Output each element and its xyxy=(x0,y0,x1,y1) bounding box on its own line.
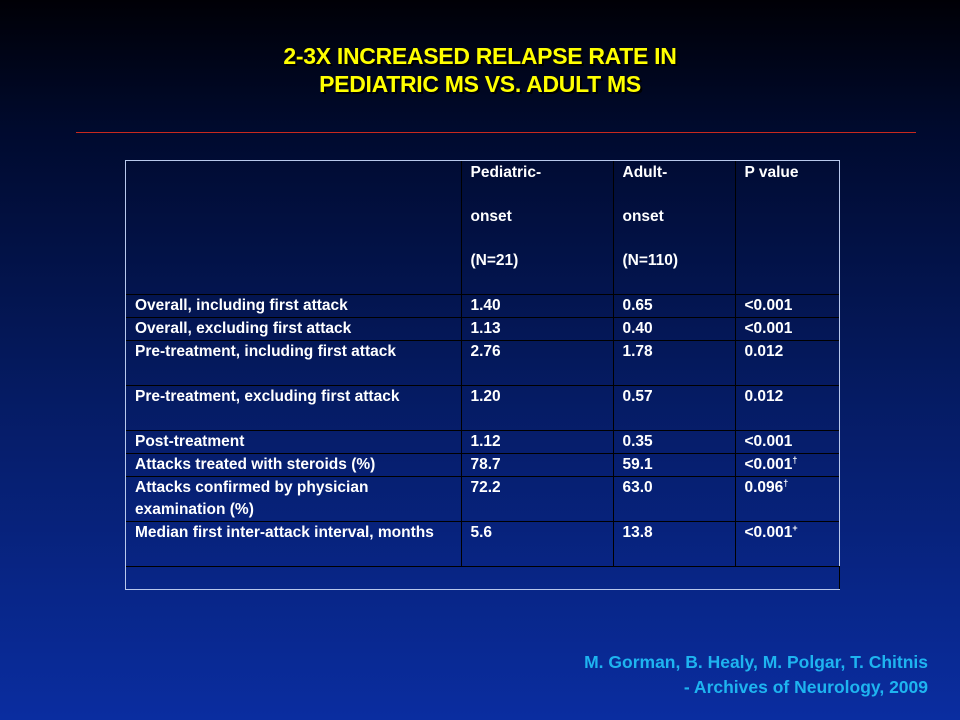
p-value-mark: † xyxy=(792,455,798,465)
p-value-text: <0.001 xyxy=(744,524,793,541)
p-value-text: 0.012 xyxy=(744,388,784,405)
table-header-row: Pediatric- onset (N=21) Adult- onset (N=… xyxy=(126,161,839,295)
row-p-value: <0.001 xyxy=(734,294,839,318)
slide-title: 2-3X INCREASED RELAPSE RATE IN PEDIATRIC… xyxy=(0,42,960,98)
row-adult-value: 63.0 xyxy=(612,476,736,522)
row-p-value: <0.001 xyxy=(734,317,839,341)
table-row: Post-treatment 1.12 0.35 <0.001 xyxy=(126,430,839,454)
p-value-text: 0.012 xyxy=(744,343,784,360)
row-pediatric-value: 78.7 xyxy=(460,453,614,477)
row-adult-value: 13.8 xyxy=(612,521,736,567)
row-adult-value: 1.78 xyxy=(612,340,736,386)
header-pediatric-line-1: Pediatric- xyxy=(470,164,542,181)
p-value-mark: † xyxy=(783,478,789,488)
row-label: Post-treatment xyxy=(126,430,462,454)
row-p-value: 0.096† xyxy=(734,476,839,522)
row-p-value: <0.001† xyxy=(734,453,839,477)
row-label: Median first inter-attack interval, mont… xyxy=(126,521,462,567)
row-label: Pre-treatment, excluding first attack xyxy=(126,385,462,431)
row-adult-value: 0.57 xyxy=(612,385,736,431)
row-label: Overall, including first attack xyxy=(126,294,462,318)
p-value-text: <0.001 xyxy=(744,320,793,337)
row-pediatric-value: 1.40 xyxy=(460,294,614,318)
row-pediatric-value: 5.6 xyxy=(460,521,614,567)
relapse-rate-table: Pediatric- onset (N=21) Adult- onset (N=… xyxy=(125,160,840,590)
header-adult-line-1: Adult- xyxy=(622,164,668,181)
header-label-cell xyxy=(126,161,462,295)
table-row: Pre-treatment, excluding first attack 1.… xyxy=(126,385,839,431)
row-adult-value: 59.1 xyxy=(612,453,736,477)
row-pediatric-value: 1.12 xyxy=(460,430,614,454)
row-p-value: 0.012 xyxy=(734,385,839,431)
citation-journal: - Archives of Neurology, 2009 xyxy=(683,677,928,697)
header-pediatric-cell: Pediatric- onset (N=21) xyxy=(460,161,614,295)
citation: M. Gorman, B. Healy, M. Polgar, T. Chitn… xyxy=(584,650,928,700)
header-pediatric-line-2: onset xyxy=(470,208,512,225)
header-pediatric-line-3: (N=21) xyxy=(470,252,519,269)
row-adult-value: 0.40 xyxy=(612,317,736,341)
citation-authors: M. Gorman, B. Healy, M. Polgar, T. Chitn… xyxy=(584,652,928,672)
table-row: Attacks treated with steroids (%) 78.7 5… xyxy=(126,453,839,477)
row-p-value: <0.001 xyxy=(734,430,839,454)
row-p-value: 0.012 xyxy=(734,340,839,386)
row-adult-value: 0.65 xyxy=(612,294,736,318)
title-divider xyxy=(76,132,916,133)
header-adult-line-2: onset xyxy=(622,208,664,225)
title-line-1: 2-3X INCREASED RELAPSE RATE IN xyxy=(283,43,677,69)
data-table: Pediatric- onset (N=21) Adult- onset (N=… xyxy=(126,161,840,589)
empty-cell xyxy=(126,566,840,589)
p-value-text: <0.001 xyxy=(744,433,793,450)
table-row: Median first inter-attack interval, mont… xyxy=(126,521,839,567)
row-label: Overall, excluding first attack xyxy=(126,317,462,341)
p-value-text: 0.096 xyxy=(744,479,784,496)
row-pediatric-value: 1.13 xyxy=(460,317,614,341)
p-value-text: <0.001 xyxy=(744,456,793,473)
row-label: Pre-treatment, including first attack xyxy=(126,340,462,386)
row-label: Attacks confirmed by physician examinati… xyxy=(126,476,462,522)
header-adult-line-3: (N=110) xyxy=(622,252,679,269)
table-row: Pre-treatment, including first attack 2.… xyxy=(126,340,839,386)
table-row: Attacks confirmed by physician examinati… xyxy=(126,476,839,522)
p-value-text: <0.001 xyxy=(744,297,793,314)
row-pediatric-value: 2.76 xyxy=(460,340,614,386)
row-pediatric-value: 72.2 xyxy=(460,476,614,522)
header-pvalue-cell: P value xyxy=(734,161,839,295)
table-row: Overall, excluding first attack 1.13 0.4… xyxy=(126,317,839,341)
row-label: Attacks treated with steroids (%) xyxy=(126,453,462,477)
row-pediatric-value: 1.20 xyxy=(460,385,614,431)
title-line-2: PEDIATRIC MS VS. ADULT MS xyxy=(319,71,641,97)
row-adult-value: 0.35 xyxy=(612,430,736,454)
header-adult-cell: Adult- onset (N=110) xyxy=(612,161,736,295)
empty-table-row xyxy=(126,566,840,589)
row-p-value: <0.001+ xyxy=(734,521,839,567)
p-value-mark: + xyxy=(792,523,798,533)
table-row: Overall, including first attack 1.40 0.6… xyxy=(126,294,839,318)
